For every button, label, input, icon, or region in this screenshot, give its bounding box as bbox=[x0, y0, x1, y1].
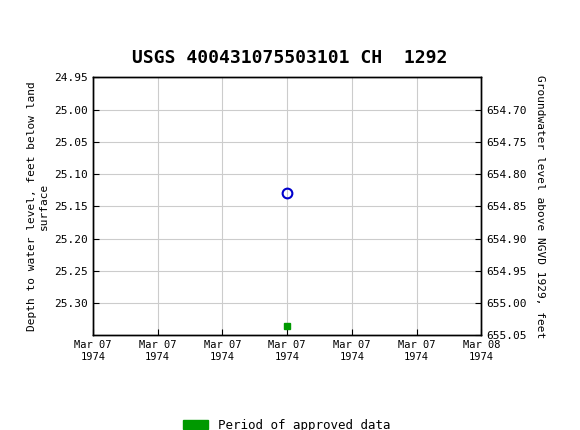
Text: ▒USGS: ▒USGS bbox=[12, 15, 70, 37]
Y-axis label: Depth to water level, feet below land
surface: Depth to water level, feet below land su… bbox=[27, 82, 49, 331]
Legend: Period of approved data: Period of approved data bbox=[179, 414, 396, 430]
Y-axis label: Groundwater level above NGVD 1929, feet: Groundwater level above NGVD 1929, feet bbox=[535, 75, 545, 338]
Text: USGS 400431075503101 CH  1292: USGS 400431075503101 CH 1292 bbox=[132, 49, 448, 67]
